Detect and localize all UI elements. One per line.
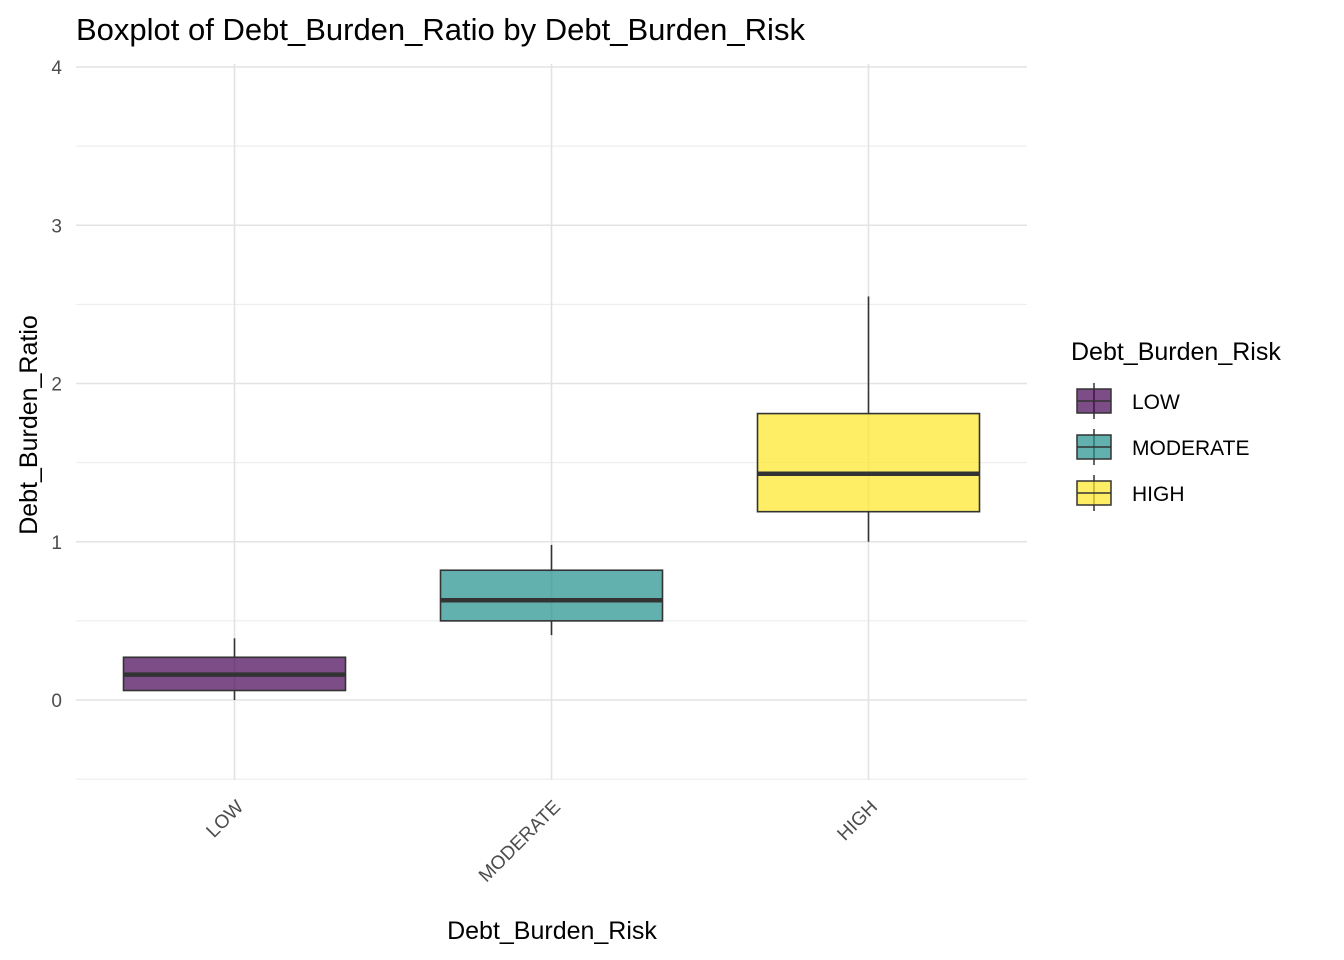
x-tick-label: HIGH — [834, 797, 882, 845]
y-tick-label: 2 — [51, 375, 62, 396]
y-tick-label: 1 — [51, 533, 62, 554]
box-high — [756, 296, 981, 542]
y-tick-label: 0 — [51, 691, 62, 712]
box-moderate — [439, 544, 664, 636]
legend-label: MODERATE — [1132, 437, 1249, 460]
x-axis-label: Debt_Burden_Risk — [447, 917, 657, 945]
legend-label: HIGH — [1132, 483, 1185, 506]
box-body — [756, 412, 981, 513]
x-tick-label: MODERATE — [475, 797, 565, 887]
x-tick-label: LOW — [203, 797, 248, 842]
box-low — [122, 638, 347, 700]
y-tick-label: 3 — [51, 216, 62, 237]
y-axis-ticks: 0 1 2 3 4 — [51, 58, 62, 712]
legend: LOW MODERATE HIGH — [1076, 383, 1249, 511]
legend-title: Debt_Burden_Risk — [1071, 338, 1281, 366]
legend-label: LOW — [1132, 391, 1180, 414]
legend-item-low: LOW — [1076, 383, 1180, 419]
legend-item-moderate: MODERATE — [1076, 429, 1249, 465]
box-body — [439, 569, 664, 622]
y-axis-label: Debt_Burden_Ratio — [15, 315, 43, 535]
y-tick-label: 4 — [51, 58, 62, 79]
x-axis-ticks: LOW MODERATE HIGH — [203, 797, 882, 887]
boxes — [122, 296, 981, 700]
chart-title: Boxplot of Debt_Burden_Ratio by Debt_Bur… — [76, 12, 805, 47]
legend-item-high: HIGH — [1076, 475, 1185, 511]
